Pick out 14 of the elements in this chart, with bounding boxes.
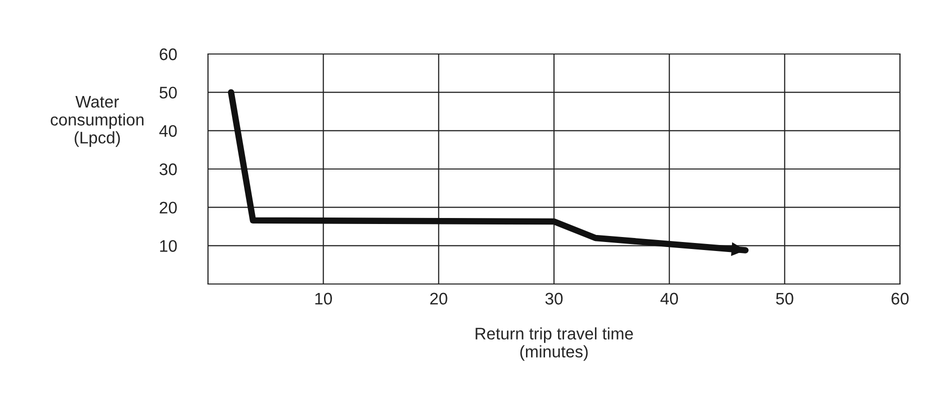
x-tick-label: 20 [430, 292, 448, 305]
x-tick-label: 30 [545, 292, 563, 305]
x-tick-label: 50 [776, 292, 794, 305]
x-tick-label: 60 [892, 292, 909, 305]
x-tick-label: 40 [660, 292, 678, 305]
y-tick-label: 50 [160, 86, 177, 99]
y-tick-label: 10 [160, 240, 177, 252]
y-tick-label: 30 [160, 163, 177, 176]
y-tick-label: 40 [159, 125, 177, 137]
y-axis-title: Water consumption (Lpcd) [50, 96, 144, 147]
x-axis-title: Return trip travel time (minutes) [476, 327, 633, 361]
x-tick-label: 10 [315, 292, 332, 305]
y-tick-label: 20 [160, 202, 177, 214]
y-tick-label: 60 [160, 48, 177, 60]
